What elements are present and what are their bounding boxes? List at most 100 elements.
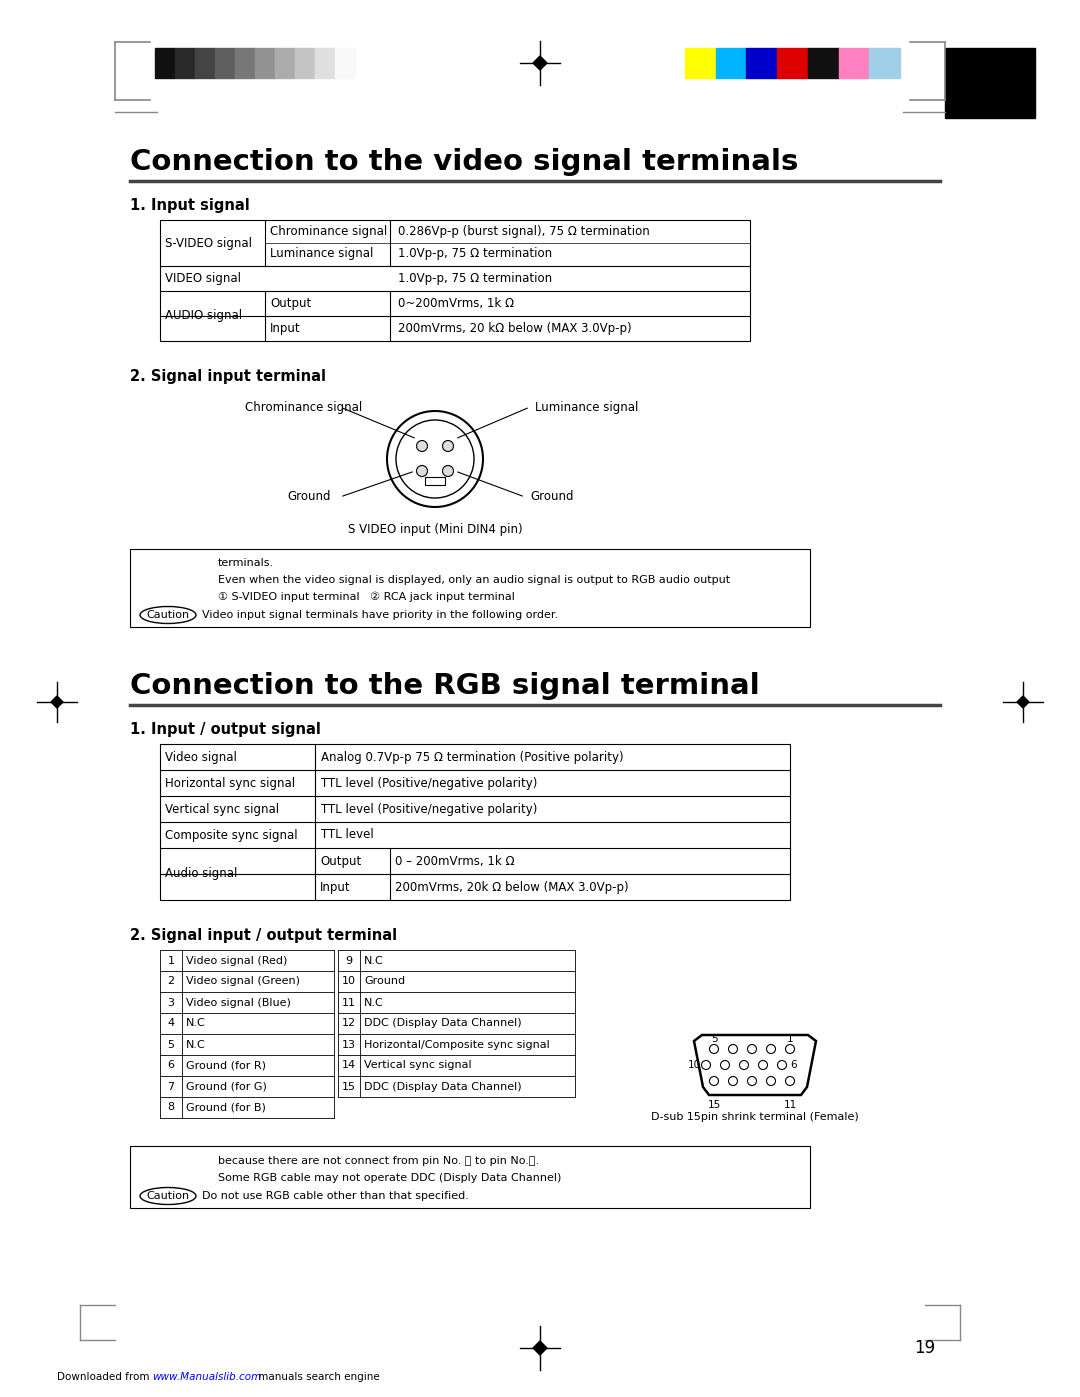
Text: TTL level (Positive/negative polarity): TTL level (Positive/negative polarity) (321, 802, 538, 816)
Circle shape (778, 1060, 786, 1070)
Text: Horizontal/Composite sync signal: Horizontal/Composite sync signal (364, 1039, 550, 1049)
Text: 1. Input signal: 1. Input signal (130, 198, 249, 212)
Bar (130, 549, 810, 627)
Text: TTL level (Positive/negative polarity): TTL level (Positive/negative polarity) (321, 777, 538, 789)
Text: N.C: N.C (186, 1039, 206, 1049)
Circle shape (758, 1060, 768, 1070)
Text: Composite sync signal: Composite sync signal (165, 828, 298, 841)
Bar (685, 47, 716, 78)
Text: 0 – 200mVrms, 1k Ω: 0 – 200mVrms, 1k Ω (395, 855, 515, 868)
Text: N.C: N.C (364, 997, 383, 1007)
Text: 15: 15 (707, 1099, 720, 1111)
Text: 11: 11 (783, 1099, 797, 1111)
Text: Output: Output (270, 298, 311, 310)
Bar (160, 219, 750, 341)
Text: Input: Input (270, 321, 300, 335)
Text: Downloaded from: Downloaded from (57, 1372, 152, 1382)
Text: Analog 0.7Vp-p 75 Ω termination (Positive polarity): Analog 0.7Vp-p 75 Ω termination (Positiv… (321, 750, 623, 764)
Text: 14: 14 (342, 1060, 356, 1070)
Text: www.Manualslib.com: www.Manualslib.com (152, 1372, 261, 1382)
Circle shape (729, 1045, 738, 1053)
Text: 2. Signal input terminal: 2. Signal input terminal (130, 369, 326, 384)
Text: DDC (Display Data Channel): DDC (Display Data Channel) (364, 1081, 522, 1091)
Circle shape (729, 1077, 738, 1085)
Circle shape (740, 1060, 748, 1070)
Text: AUDIO signal: AUDIO signal (165, 310, 242, 323)
Text: 7: 7 (167, 1081, 175, 1091)
Bar (778, 47, 808, 78)
Text: 1.0Vp-p, 75 Ω termination: 1.0Vp-p, 75 Ω termination (399, 247, 552, 260)
Circle shape (785, 1077, 795, 1085)
Bar (426, 476, 445, 485)
Circle shape (710, 1077, 718, 1085)
Text: Ground (for R): Ground (for R) (186, 1060, 266, 1070)
Circle shape (710, 1045, 718, 1053)
Bar (215, 47, 235, 78)
Text: 1: 1 (786, 1034, 794, 1044)
Circle shape (417, 465, 428, 476)
Text: Chrominance signal: Chrominance signal (270, 225, 388, 237)
Text: ① S-VIDEO input terminal   ② RCA jack input terminal: ① S-VIDEO input terminal ② RCA jack inpu… (218, 592, 515, 602)
Circle shape (767, 1077, 775, 1085)
Text: Output: Output (320, 855, 361, 868)
Circle shape (443, 465, 454, 476)
Text: 6: 6 (791, 1060, 797, 1070)
Bar (808, 47, 838, 78)
Bar (869, 47, 900, 78)
Bar (945, 47, 1035, 117)
Text: terminals.: terminals. (218, 557, 274, 569)
Text: VIDEO signal: VIDEO signal (165, 272, 241, 285)
Text: Ground: Ground (530, 490, 573, 503)
Text: Video signal: Video signal (165, 750, 237, 764)
Bar (175, 47, 195, 78)
Text: Connection to the RGB signal terminal: Connection to the RGB signal terminal (130, 672, 759, 700)
Bar (160, 745, 789, 900)
Text: 2. Signal input / output terminal: 2. Signal input / output terminal (130, 928, 397, 943)
Text: Caution: Caution (147, 610, 190, 620)
Bar (130, 1146, 810, 1208)
Circle shape (443, 440, 454, 451)
Text: 9: 9 (346, 956, 352, 965)
Text: 6: 6 (167, 1060, 175, 1070)
Circle shape (702, 1060, 711, 1070)
Text: D-sub 15pin shrink terminal (Female): D-sub 15pin shrink terminal (Female) (651, 1112, 859, 1122)
Text: Ground: Ground (364, 977, 405, 986)
Text: N.C: N.C (364, 956, 383, 965)
Text: TTL level: TTL level (321, 828, 374, 841)
Text: Do not use RGB cable other than that specified.: Do not use RGB cable other than that spe… (202, 1192, 469, 1201)
Text: 8: 8 (167, 1102, 175, 1112)
Text: 0.286Vp-p (burst signal), 75 Ω termination: 0.286Vp-p (burst signal), 75 Ω terminati… (399, 225, 650, 237)
Text: Some RGB cable may not operate DDC (Disply Data Channel): Some RGB cable may not operate DDC (Disp… (218, 1173, 562, 1183)
Text: 1.0Vp-p, 75 Ω termination: 1.0Vp-p, 75 Ω termination (399, 272, 552, 285)
Text: Chrominance signal: Chrominance signal (245, 401, 362, 414)
Text: Horizontal sync signal: Horizontal sync signal (165, 777, 295, 789)
Text: 3: 3 (167, 997, 175, 1007)
Circle shape (767, 1045, 775, 1053)
Text: 5: 5 (167, 1039, 175, 1049)
Circle shape (785, 1045, 795, 1053)
Text: 10: 10 (688, 1060, 701, 1070)
Text: Connection to the video signal terminals: Connection to the video signal terminals (130, 148, 798, 176)
Polygon shape (51, 696, 63, 708)
Bar (295, 47, 315, 78)
Polygon shape (1017, 696, 1029, 708)
Text: Luminance signal: Luminance signal (535, 401, 638, 414)
Text: 13: 13 (342, 1039, 356, 1049)
Circle shape (747, 1045, 756, 1053)
Text: Ground (for B): Ground (for B) (186, 1102, 266, 1112)
Bar (255, 47, 275, 78)
Polygon shape (694, 1035, 816, 1095)
Text: 5: 5 (711, 1034, 717, 1044)
Circle shape (417, 440, 428, 451)
Text: Video input signal terminals have priority in the following order.: Video input signal terminals have priori… (202, 610, 558, 620)
Text: 2: 2 (167, 977, 175, 986)
Circle shape (396, 420, 474, 497)
Text: Vertical sync signal: Vertical sync signal (364, 1060, 472, 1070)
Bar (746, 47, 778, 78)
Text: Even when the video signal is displayed, only an audio signal is output to RGB a: Even when the video signal is displayed,… (218, 576, 730, 585)
Text: manuals search engine: manuals search engine (255, 1372, 380, 1382)
Bar (195, 47, 215, 78)
Text: because there are not connect from pin No. ⑮ to pin No.⑯.: because there are not connect from pin N… (218, 1155, 539, 1166)
Text: 12: 12 (342, 1018, 356, 1028)
Text: S VIDEO input (Mini DIN4 pin): S VIDEO input (Mini DIN4 pin) (348, 522, 523, 535)
